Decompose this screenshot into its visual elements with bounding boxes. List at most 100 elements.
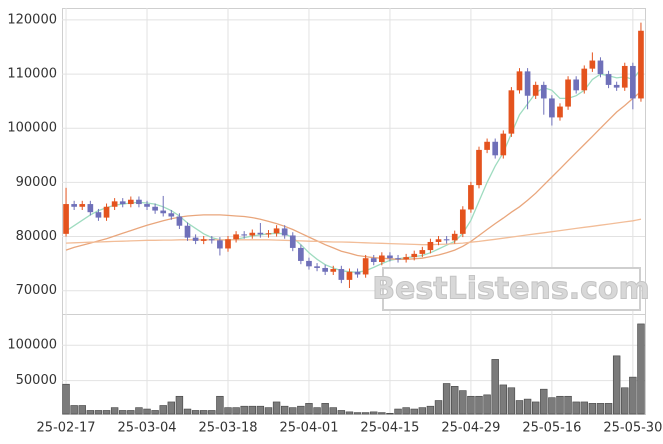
candle-body: [152, 206, 158, 211]
candle-body: [95, 212, 102, 218]
candle-body: [362, 258, 369, 275]
candle-body: [492, 141, 499, 156]
volume-bar: [556, 395, 564, 415]
volume-tick-label: 100000: [7, 338, 57, 353]
volume-bar: [540, 388, 548, 415]
volume-bar: [297, 405, 305, 415]
volume-bar: [467, 395, 475, 415]
candle-body: [435, 239, 442, 242]
volume-bar: [370, 411, 378, 415]
candle-body: [273, 228, 280, 234]
volume-bar: [200, 410, 208, 415]
volume-bar: [483, 394, 491, 415]
volume-bar: [394, 408, 402, 415]
candle-body: [225, 239, 231, 249]
volume-bar: [442, 383, 451, 415]
y-tick-label: 70000: [16, 283, 57, 298]
volume-bar: [434, 400, 443, 415]
candle-body: [144, 204, 150, 207]
y-tick-label: 110000: [7, 67, 57, 82]
watermark-box: [382, 267, 641, 311]
volume-bar: [208, 410, 216, 415]
candle-body: [192, 237, 199, 241]
candle-body: [500, 133, 507, 156]
candle-body: [306, 260, 312, 267]
volume-bar: [240, 405, 248, 415]
candle-body: [257, 232, 264, 235]
volume-bar: [159, 405, 167, 415]
candle-body: [411, 253, 418, 258]
volume-bar: [515, 400, 524, 415]
candle-body: [330, 269, 337, 272]
volume-bar: [564, 395, 572, 415]
volume-bar: [637, 323, 645, 415]
watermark: BestListens.com: [372, 272, 650, 307]
volume-bar: [135, 407, 143, 415]
candle-body: [208, 239, 215, 241]
y-tick-label: 90000: [16, 175, 57, 190]
volume-bar: [256, 405, 265, 415]
candle-body: [524, 71, 531, 96]
volume-bar: [289, 407, 297, 415]
volume-bar: [151, 410, 159, 415]
candle-body: [395, 258, 401, 260]
volume-bar: [507, 387, 516, 415]
volume-bar: [386, 412, 394, 415]
volume-bar: [596, 403, 605, 415]
candle-body: [565, 79, 571, 107]
x-tick-label: 25-05-30: [603, 421, 662, 436]
candle-body: [379, 255, 385, 263]
volume-bar: [102, 410, 111, 415]
x-tick-label: 25-04-01: [279, 421, 338, 436]
candle-body: [443, 239, 450, 241]
volume-tick-label: 50000: [16, 373, 57, 388]
candle-body: [322, 267, 328, 272]
moving-average-line: [65, 218, 642, 246]
volume-bar: [119, 410, 127, 415]
candle-body: [484, 141, 490, 150]
volume-bar: [410, 408, 418, 415]
volume-bar: [110, 407, 119, 415]
volume-bar: [280, 405, 289, 415]
candle-body: [103, 206, 110, 218]
candle-body: [630, 65, 636, 99]
candle-body: [549, 98, 555, 118]
candle-body: [160, 210, 167, 214]
candle-body: [176, 216, 183, 226]
volume-bar: [62, 383, 70, 415]
volume-bar: [604, 403, 613, 415]
candle-body: [427, 241, 434, 251]
candle-body: [597, 60, 604, 75]
volume-bar: [224, 407, 232, 415]
volume-bar: [175, 395, 184, 415]
candle-body: [168, 213, 175, 217]
x-tick-label: 25-03-18: [198, 421, 257, 436]
volume-bar: [621, 387, 629, 415]
y-tick-label: 100000: [7, 121, 57, 136]
volume-bar: [629, 376, 637, 415]
volume-bar: [313, 407, 321, 415]
volume-bar: [475, 395, 483, 415]
volume-bar: [232, 407, 240, 415]
volume-bar: [329, 407, 337, 415]
volume-bar: [588, 403, 597, 415]
volume-bar: [523, 398, 532, 415]
candle-body: [589, 60, 596, 69]
candle-body: [540, 84, 547, 99]
candle-body: [459, 209, 466, 234]
candle-body: [265, 233, 272, 235]
candle-body: [346, 271, 353, 280]
candle-body: [557, 106, 563, 118]
volume-bar: [402, 407, 410, 415]
candle-body: [403, 257, 409, 260]
candle-body: [638, 30, 644, 99]
candle-body: [314, 266, 320, 268]
volume-bar: [572, 401, 580, 415]
candle-body: [241, 234, 248, 236]
candle-body: [298, 247, 304, 261]
volume-bar: [418, 407, 427, 415]
volume-bar: [86, 410, 95, 415]
candle-body: [573, 79, 580, 91]
volume-bar: [548, 397, 556, 415]
